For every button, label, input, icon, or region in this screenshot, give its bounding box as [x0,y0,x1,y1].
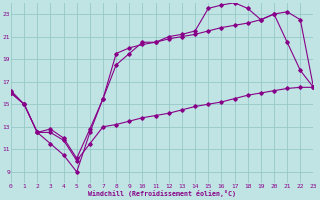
X-axis label: Windchill (Refroidissement éolien,°C): Windchill (Refroidissement éolien,°C) [88,190,236,197]
